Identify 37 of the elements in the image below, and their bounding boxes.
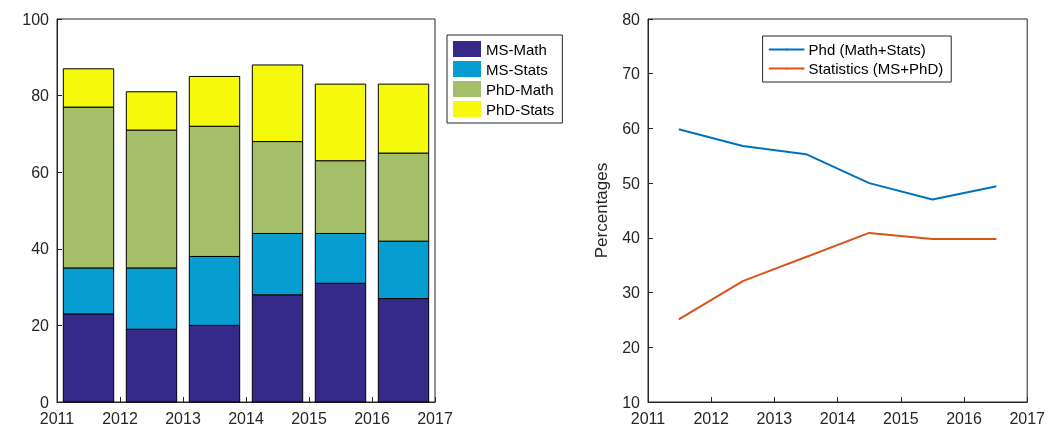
x-tick-label: 2017 [1009, 409, 1046, 427]
x-tick-label: 2013 [165, 409, 201, 427]
legend-label: MS-Stats [486, 60, 548, 78]
y-tick-label: 20 [622, 338, 641, 356]
y-tick-label: 40 [31, 240, 50, 258]
y-tick-label: 100 [22, 10, 50, 28]
y-tick-label: 30 [622, 284, 641, 302]
x-tick-label: 2014 [819, 409, 856, 427]
x-tick-label: 2013 [756, 409, 793, 427]
y-tick-label: 10 [622, 393, 641, 411]
y-tick-label: 0 [40, 393, 50, 411]
legend-label: PhD-Stats [486, 100, 555, 118]
y-tick-label: 70 [622, 65, 641, 83]
x-tick-label: 2017 [417, 409, 453, 427]
y-tick-label: 80 [31, 87, 50, 105]
legend-label: Phd (Math+Stats) [808, 41, 926, 58]
x-tick-label: 2015 [291, 409, 327, 427]
line-series [678, 128, 997, 201]
x-tick-label: 2016 [354, 409, 390, 427]
x-tick-label: 2016 [946, 409, 982, 427]
y-tick-label: 50 [622, 174, 641, 192]
y-axis-title: Percentages [592, 162, 611, 259]
x-tick-label: 2014 [228, 409, 264, 427]
y-tick-label: 40 [622, 229, 641, 247]
x-tick-label: 2015 [883, 409, 919, 427]
y-tick-label: 80 [622, 10, 641, 28]
legend-label: MS-Math [486, 40, 547, 58]
legend-label: PhD-Math [486, 80, 554, 98]
line-series [678, 231, 997, 320]
x-tick-label: 2012 [102, 409, 138, 427]
x-tick-label: 2011 [39, 409, 75, 427]
y-tick-label: 60 [31, 163, 50, 181]
y-tick-label: 20 [31, 316, 50, 334]
y-tick-label: 60 [622, 119, 641, 137]
x-tick-label: 2012 [693, 409, 730, 427]
x-tick-label: 2011 [630, 409, 666, 427]
legend-label: Statistics (MS+PhD) [808, 60, 944, 77]
